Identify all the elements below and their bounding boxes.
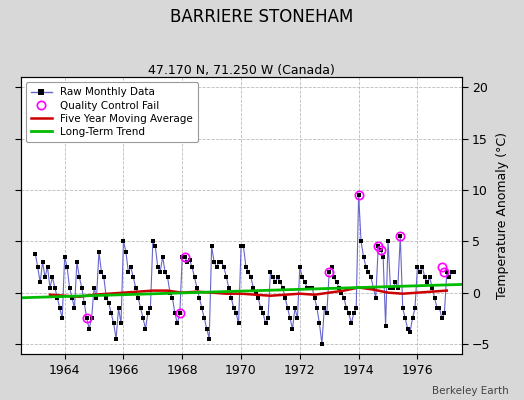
Title: 47.170 N, 71.250 W (Canada): 47.170 N, 71.250 W (Canada) (148, 64, 334, 77)
Legend: Raw Monthly Data, Quality Control Fail, Five Year Moving Average, Long-Term Tren: Raw Monthly Data, Quality Control Fail, … (26, 82, 198, 142)
Text: BARRIERE STONEHAM: BARRIERE STONEHAM (170, 8, 354, 26)
Text: Berkeley Earth: Berkeley Earth (432, 386, 508, 396)
Y-axis label: Temperature Anomaly (°C): Temperature Anomaly (°C) (496, 132, 509, 299)
